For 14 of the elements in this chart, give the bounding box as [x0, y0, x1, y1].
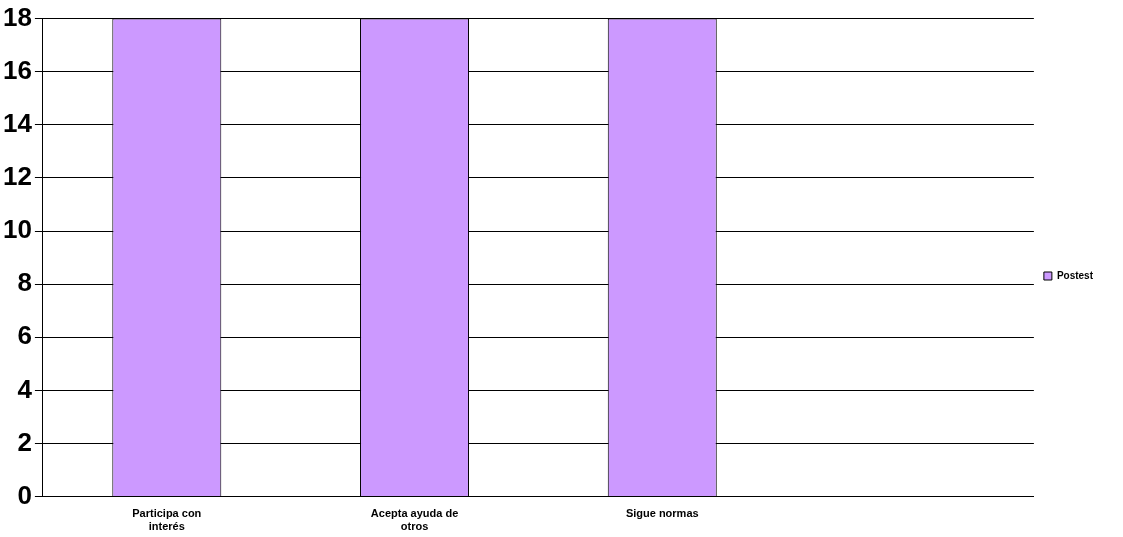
y-tick-label: 0 — [17, 479, 32, 510]
x-tick-label: Acepta ayuda de otros — [370, 507, 459, 533]
y-tick-label: 14 — [3, 107, 33, 138]
y-tick-label: 10 — [3, 214, 32, 245]
y-tick-label: 6 — [17, 320, 32, 351]
y-tick-label: 8 — [17, 267, 32, 298]
y-tick-label: 12 — [3, 161, 32, 192]
y-tick-label: 16 — [3, 54, 32, 85]
y-tick-label: 2 — [17, 426, 32, 457]
y-tick-label: 4 — [17, 373, 33, 404]
legend-label: Postest — [1056, 269, 1094, 281]
y-tick-label: 18 — [3, 1, 32, 32]
x-tick-label: Sigue normas — [625, 507, 699, 520]
x-tick-label: Participa con interés — [132, 507, 202, 533]
